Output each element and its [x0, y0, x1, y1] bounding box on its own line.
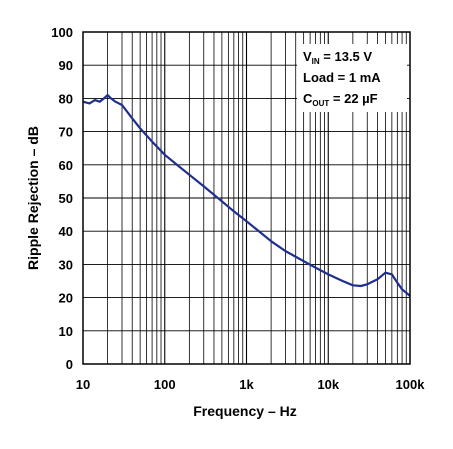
y-tick-label: 60	[59, 158, 73, 173]
y-tick-label: 30	[59, 257, 73, 272]
x-tick-label: 100	[154, 377, 176, 392]
series-group	[82, 93, 411, 297]
grid	[83, 32, 410, 364]
annotation-cout-sub: OUT	[312, 99, 329, 108]
y-tick-label: 20	[59, 291, 73, 306]
x-tick-label: 1k	[239, 377, 254, 392]
y-tick-label: 0	[66, 357, 73, 372]
y-tick-label: 80	[59, 91, 73, 106]
y-tick-label: 90	[59, 58, 73, 73]
annotation-vin-sub: IN	[312, 57, 320, 66]
y-tick-label: 10	[59, 324, 73, 339]
y-tick-label: 70	[59, 125, 73, 140]
y-axis-title: Ripple Rejection – dB	[25, 126, 41, 270]
x-tick-labels: 10 100 1k 10k 100k	[76, 377, 425, 392]
annotation-cout-prefix: C	[303, 91, 313, 106]
x-tick-label: 100k	[396, 377, 426, 392]
plot-frame	[82, 31, 411, 365]
x-tick-label: 10k	[317, 377, 339, 392]
annotation-cout-value: = 22 µF	[329, 91, 377, 106]
y-tick-label: 100	[51, 25, 73, 40]
annotation-vin: VIN = 13.5 V	[303, 49, 372, 66]
annotation-vin-prefix: V	[303, 49, 312, 64]
y-tick-labels: 0 10 20 30 40 50 60 70 80 90 100	[51, 25, 73, 372]
annotation-load: Load = 1 mA	[303, 70, 381, 85]
x-axis-title: Frequency – Hz	[193, 403, 296, 419]
y-tick-label: 50	[59, 191, 73, 206]
series-line	[82, 93, 411, 297]
y-tick-label: 40	[59, 224, 73, 239]
x-tick-label: 10	[76, 377, 90, 392]
annotation-cout: COUT = 22 µF	[303, 91, 378, 108]
annotation-vin-value: = 13.5 V	[320, 49, 373, 64]
annotation-box	[297, 44, 407, 112]
